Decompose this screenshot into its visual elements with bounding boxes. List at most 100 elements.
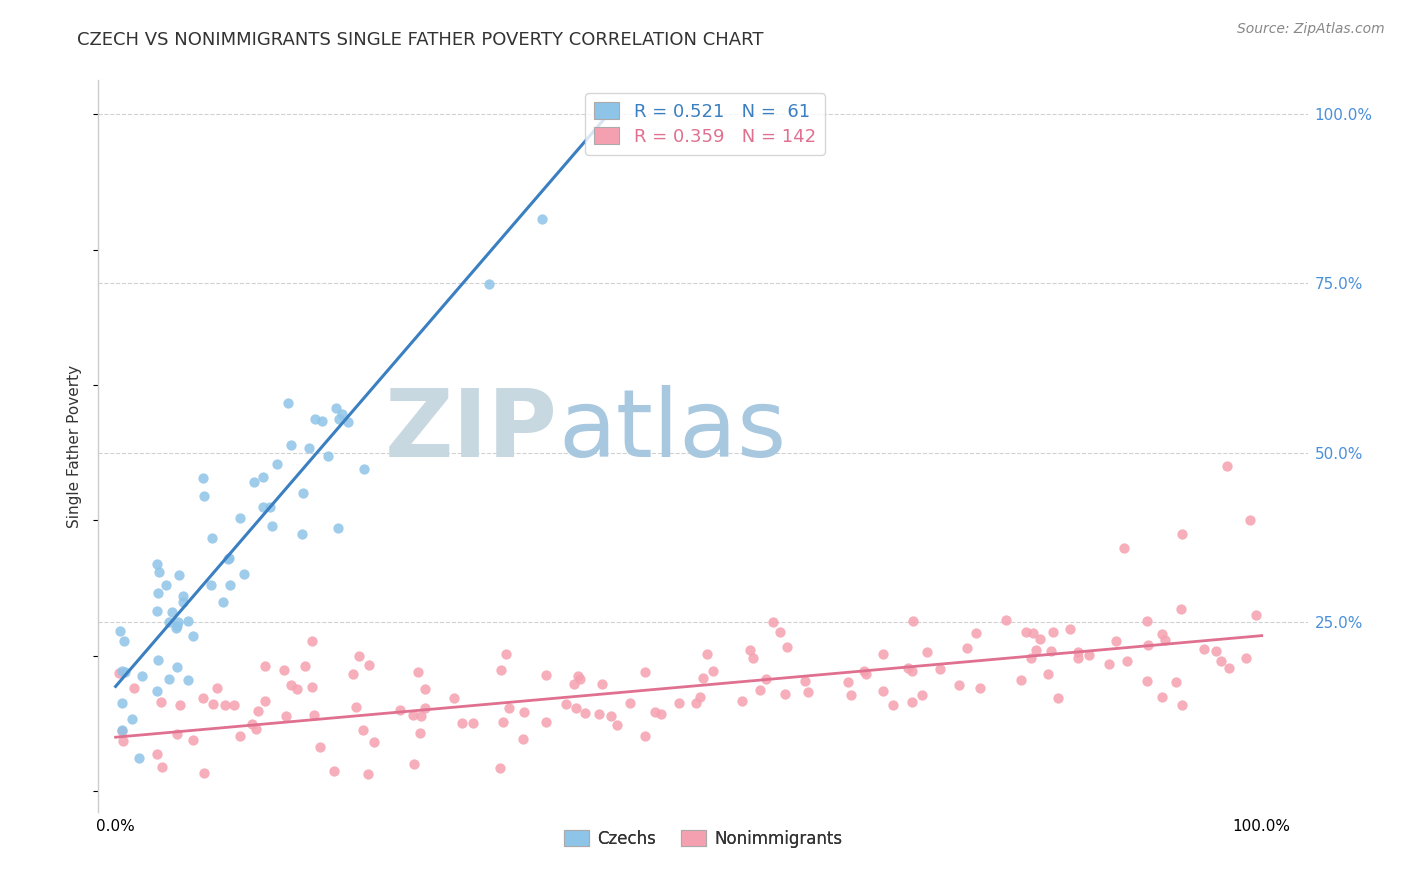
Point xyxy=(291,527,314,541)
Point xyxy=(404,756,426,771)
Point xyxy=(326,521,349,535)
Point xyxy=(111,723,134,737)
Point xyxy=(114,665,136,679)
Point xyxy=(155,578,177,592)
Point xyxy=(146,747,169,761)
Point xyxy=(413,701,436,715)
Point xyxy=(1066,650,1088,665)
Point xyxy=(217,552,239,566)
Point xyxy=(956,640,979,655)
Point xyxy=(262,519,284,533)
Point xyxy=(191,471,214,485)
Point xyxy=(176,614,198,628)
Point xyxy=(309,740,332,755)
Point xyxy=(353,462,375,476)
Point xyxy=(1244,608,1267,623)
Point xyxy=(644,705,666,719)
Point xyxy=(853,664,876,678)
Point xyxy=(696,647,718,661)
Point xyxy=(619,696,641,710)
Point xyxy=(797,685,820,699)
Point xyxy=(218,578,240,592)
Point xyxy=(1153,632,1175,647)
Point xyxy=(211,595,233,609)
Point xyxy=(1170,527,1192,541)
Point xyxy=(1114,541,1136,555)
Point xyxy=(915,644,938,658)
Point xyxy=(685,696,707,710)
Point xyxy=(1038,667,1060,681)
Point xyxy=(742,650,765,665)
Point xyxy=(200,578,222,592)
Point xyxy=(565,701,588,715)
Point xyxy=(280,438,302,452)
Point xyxy=(900,695,922,709)
Point xyxy=(252,470,274,484)
Point xyxy=(181,630,204,644)
Point xyxy=(169,698,191,713)
Point xyxy=(530,212,553,227)
Point xyxy=(301,633,323,648)
Text: CZECH VS NONIMMIGRANTS SINGLE FATHER POVERTY CORRELATION CHART: CZECH VS NONIMMIGRANTS SINGLE FATHER POV… xyxy=(77,31,763,49)
Point xyxy=(388,703,411,717)
Point xyxy=(111,733,134,747)
Point xyxy=(146,586,169,600)
Point xyxy=(692,671,714,685)
Point xyxy=(112,633,135,648)
Point xyxy=(328,412,350,426)
Text: atlas: atlas xyxy=(558,385,786,477)
Point xyxy=(254,694,277,708)
Point xyxy=(929,662,952,676)
Point xyxy=(280,678,302,692)
Point xyxy=(285,681,308,696)
Point xyxy=(1152,690,1174,704)
Point xyxy=(689,690,711,704)
Point xyxy=(191,690,214,705)
Point xyxy=(1047,690,1070,705)
Point xyxy=(172,595,194,609)
Point xyxy=(769,625,792,640)
Point xyxy=(650,706,672,721)
Point xyxy=(172,589,194,603)
Point xyxy=(1136,674,1159,689)
Point xyxy=(1239,514,1261,528)
Point xyxy=(451,716,474,731)
Point xyxy=(591,677,613,691)
Point xyxy=(1022,626,1045,640)
Point xyxy=(839,688,862,702)
Point xyxy=(489,663,512,677)
Point xyxy=(1211,654,1233,668)
Point xyxy=(461,716,484,731)
Point xyxy=(207,681,229,695)
Point xyxy=(411,709,433,723)
Point xyxy=(1216,459,1239,474)
Point xyxy=(229,729,252,743)
Text: Source: ZipAtlas.com: Source: ZipAtlas.com xyxy=(1237,22,1385,37)
Point xyxy=(1010,673,1032,687)
Point xyxy=(488,761,510,775)
Point xyxy=(1039,644,1062,658)
Point xyxy=(274,709,297,723)
Point xyxy=(111,665,134,679)
Point xyxy=(302,707,325,722)
Point xyxy=(150,760,173,774)
Point xyxy=(162,605,184,619)
Point xyxy=(157,672,180,686)
Point xyxy=(1170,602,1192,616)
Legend: Czechs, Nonimmigrants: Czechs, Nonimmigrants xyxy=(557,823,849,855)
Point xyxy=(298,441,321,455)
Point xyxy=(897,660,920,674)
Point xyxy=(948,677,970,691)
Point xyxy=(1019,650,1042,665)
Point xyxy=(273,663,295,677)
Point xyxy=(363,735,385,749)
Point xyxy=(1152,627,1174,641)
Point xyxy=(167,567,190,582)
Point xyxy=(166,619,188,633)
Point xyxy=(245,722,267,736)
Point xyxy=(131,669,153,683)
Point xyxy=(128,750,150,764)
Point xyxy=(357,658,380,673)
Point xyxy=(1029,632,1052,646)
Point xyxy=(1116,655,1139,669)
